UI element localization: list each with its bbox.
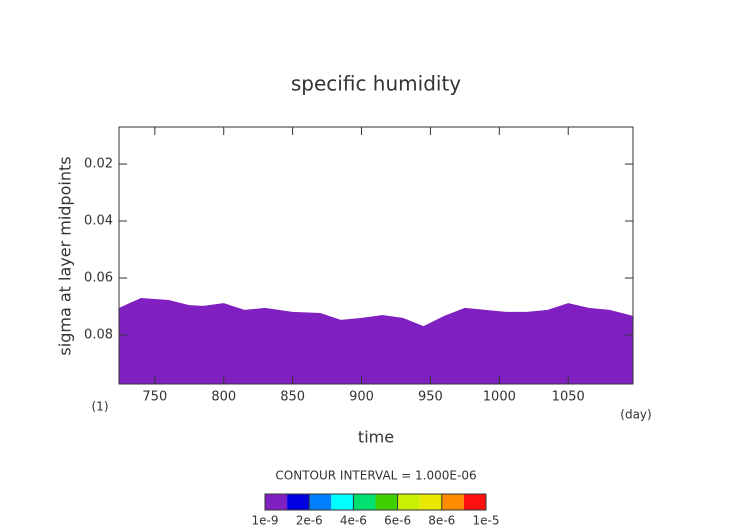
y-unit: (1): [92, 400, 109, 414]
y-axis-label: sigma at layer midpoints: [56, 156, 75, 355]
plot-frame: [118, 126, 634, 385]
colorbar-segment: [331, 494, 354, 510]
colorbar-segment: [397, 494, 420, 510]
colorbar-tick-label: 6e-6: [384, 514, 411, 528]
x-tick-label: 950: [418, 390, 443, 405]
colorbar-tick-label: 4e-6: [340, 514, 367, 528]
filled-area: [119, 297, 633, 384]
x-tick-label: 750: [142, 390, 167, 405]
x-tick-label: 850: [280, 390, 305, 405]
colorbar-tick-label: 1e-5: [473, 514, 500, 528]
x-axis-label: time: [358, 428, 394, 447]
chart-title: specific humidity: [291, 72, 461, 96]
colorbar-segment: [463, 494, 486, 510]
colorbar-segment: [419, 494, 442, 510]
y-tick-label: 0.04: [84, 214, 113, 229]
x-tick-label: 1050: [552, 390, 585, 405]
x-tick-label: 800: [211, 390, 236, 405]
x-tick-label: 900: [349, 390, 374, 405]
colorbar-tick-label: 2e-6: [296, 514, 323, 528]
x-tick-label: 1000: [483, 390, 516, 405]
colorbar-segment: [309, 494, 332, 510]
colorbar-segment: [265, 494, 288, 510]
contour-interval: CONTOUR INTERVAL = 1.000E-06: [275, 469, 476, 483]
colorbar-segment: [375, 494, 398, 510]
colorbar-segment: [353, 494, 376, 510]
colorbar-tick-label: 8e-6: [428, 514, 455, 528]
y-tick-label: 0.06: [84, 271, 113, 286]
colorbar-tick-label: 1e-9: [252, 514, 279, 528]
colorbar-segment: [441, 494, 464, 510]
y-tick-label: 0.02: [84, 157, 113, 172]
y-tick-label: 0.08: [84, 327, 113, 342]
x-unit: (day): [620, 408, 651, 422]
colorbar-segment: [287, 494, 310, 510]
